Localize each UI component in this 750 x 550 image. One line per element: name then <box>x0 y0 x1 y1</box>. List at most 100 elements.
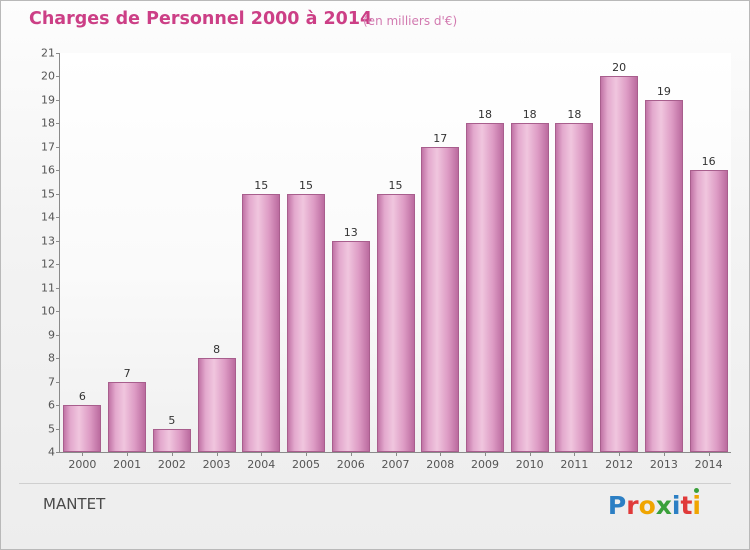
x-tick-mark <box>127 452 129 456</box>
logo-letter-o: o <box>638 491 656 520</box>
y-tick-label: 4 <box>48 445 55 459</box>
bar-2002[interactable]: 5 <box>152 414 191 452</box>
x-tick-mark <box>216 452 218 456</box>
x-tick-mark <box>395 452 397 456</box>
x-tick-label: 2005 <box>292 458 321 471</box>
proxiti-logo[interactable]: Proxiti <box>608 488 701 520</box>
x-tick-label: 2003 <box>202 458 231 471</box>
bar-value-label: 7 <box>123 366 131 380</box>
y-tick-label: 16 <box>41 163 55 177</box>
x-tick-label: 2011 <box>560 458 589 471</box>
y-tick-mark <box>56 334 60 336</box>
bar-value-label: 19 <box>656 84 671 98</box>
logo-letter-r: r <box>626 491 639 520</box>
bar-2014[interactable]: 16 <box>689 155 728 452</box>
y-tick-mark <box>56 99 60 101</box>
x-tick-label: 2009 <box>470 458 499 471</box>
y-tick-mark <box>56 381 60 383</box>
x-tick-mark <box>306 452 308 456</box>
y-tick-mark <box>56 217 60 219</box>
bar-value-label: 15 <box>299 178 314 192</box>
bar-2006[interactable]: 13 <box>331 226 370 452</box>
x-tick-label: 2007 <box>381 458 410 471</box>
y-tick-mark <box>56 358 60 360</box>
chart-subtitle: (en milliers d'€) <box>363 14 458 28</box>
bar-2011[interactable]: 18 <box>555 108 594 452</box>
bar-2008[interactable]: 17 <box>421 132 460 452</box>
y-tick-label: 20 <box>41 69 55 83</box>
y-tick-mark <box>56 53 60 54</box>
x-tick-label: 2004 <box>247 458 276 471</box>
bar-2013[interactable]: 19 <box>644 85 683 452</box>
y-tick-mark <box>56 428 60 430</box>
y-tick-mark <box>56 76 60 78</box>
bar-value-label: 18 <box>567 108 582 122</box>
y-tick-mark <box>56 146 60 148</box>
y-tick-label: 5 <box>48 422 55 436</box>
bar-2003[interactable]: 8 <box>197 343 236 452</box>
entity-name: MANTET <box>43 495 106 513</box>
x-tick-label: 2002 <box>157 458 186 471</box>
bar-value-label: 15 <box>388 178 403 192</box>
x-tick-label: 2001 <box>113 458 142 471</box>
x-tick-mark <box>574 452 576 456</box>
y-tick-label: 7 <box>48 375 55 389</box>
logo-letter-i2: i <box>692 491 701 520</box>
bar-2005[interactable]: 15 <box>287 179 326 452</box>
x-tick-mark <box>529 452 531 456</box>
bar-value-label: 20 <box>612 61 627 75</box>
y-tick-mark <box>56 311 60 313</box>
logo-letter-t: t <box>680 491 693 520</box>
bar-value-label: 13 <box>343 225 358 239</box>
bar-2000[interactable]: 6 <box>63 390 102 452</box>
y-tick-mark <box>56 405 60 407</box>
bar-2004[interactable]: 15 <box>242 179 281 452</box>
bar-value-label: 18 <box>522 108 537 122</box>
bar-value-label: 6 <box>78 390 86 404</box>
y-tick-label: 19 <box>41 93 55 107</box>
x-tick-label: 2012 <box>605 458 634 471</box>
y-tick-label: 9 <box>48 328 55 342</box>
x-tick-mark <box>171 452 173 456</box>
y-tick-mark <box>56 452 60 453</box>
bar-2010[interactable]: 18 <box>510 108 549 452</box>
y-tick-label: 17 <box>41 140 55 154</box>
bar-value-label: 17 <box>433 131 448 145</box>
y-tick-mark <box>56 240 60 242</box>
y-tick-label: 8 <box>48 351 55 365</box>
chart-plot-area: 4 5 6 7 8 9 10 11 12 13 14 15 16 17 18 19 20 21 6 7 5 8 15 15 1… <box>41 47 731 471</box>
logo-dot-icon <box>693 488 699 493</box>
bar-2007[interactable]: 15 <box>376 179 415 452</box>
y-tick-label: 21 <box>41 46 55 60</box>
y-tick-label: 14 <box>41 210 55 224</box>
bar-2001[interactable]: 7 <box>108 367 147 452</box>
x-tick-mark <box>350 452 352 456</box>
y-tick-mark <box>56 264 60 266</box>
x-tick-mark <box>484 452 486 456</box>
y-tick-label: 13 <box>41 234 55 248</box>
x-tick-label: 2006 <box>336 458 365 471</box>
x-tick-mark <box>440 452 442 456</box>
bar-2012[interactable]: 20 <box>600 61 639 452</box>
bar-value-label: 8 <box>213 343 221 357</box>
x-tick-label: 2000 <box>68 458 97 471</box>
footer-divider <box>19 483 731 484</box>
bar-value-label: 5 <box>168 413 176 427</box>
x-tick-mark <box>82 452 84 456</box>
y-tick-label: 11 <box>41 281 55 295</box>
y-tick-label: 6 <box>48 398 55 412</box>
y-tick-mark <box>56 123 60 125</box>
bar-value-label: 15 <box>254 178 269 192</box>
x-tick-mark <box>663 452 665 456</box>
y-tick-mark <box>56 193 60 195</box>
x-tick-label: 2008 <box>426 458 455 471</box>
y-tick-mark <box>56 287 60 289</box>
x-tick-label: 2010 <box>515 458 544 471</box>
logo-letter-x: x <box>655 491 672 520</box>
bar-2009[interactable]: 18 <box>465 108 504 452</box>
bar-value-label: 16 <box>701 155 716 169</box>
logo-letter-i: i <box>671 491 681 520</box>
x-tick-label: 2013 <box>649 458 678 471</box>
bar-value-label: 18 <box>477 108 492 122</box>
